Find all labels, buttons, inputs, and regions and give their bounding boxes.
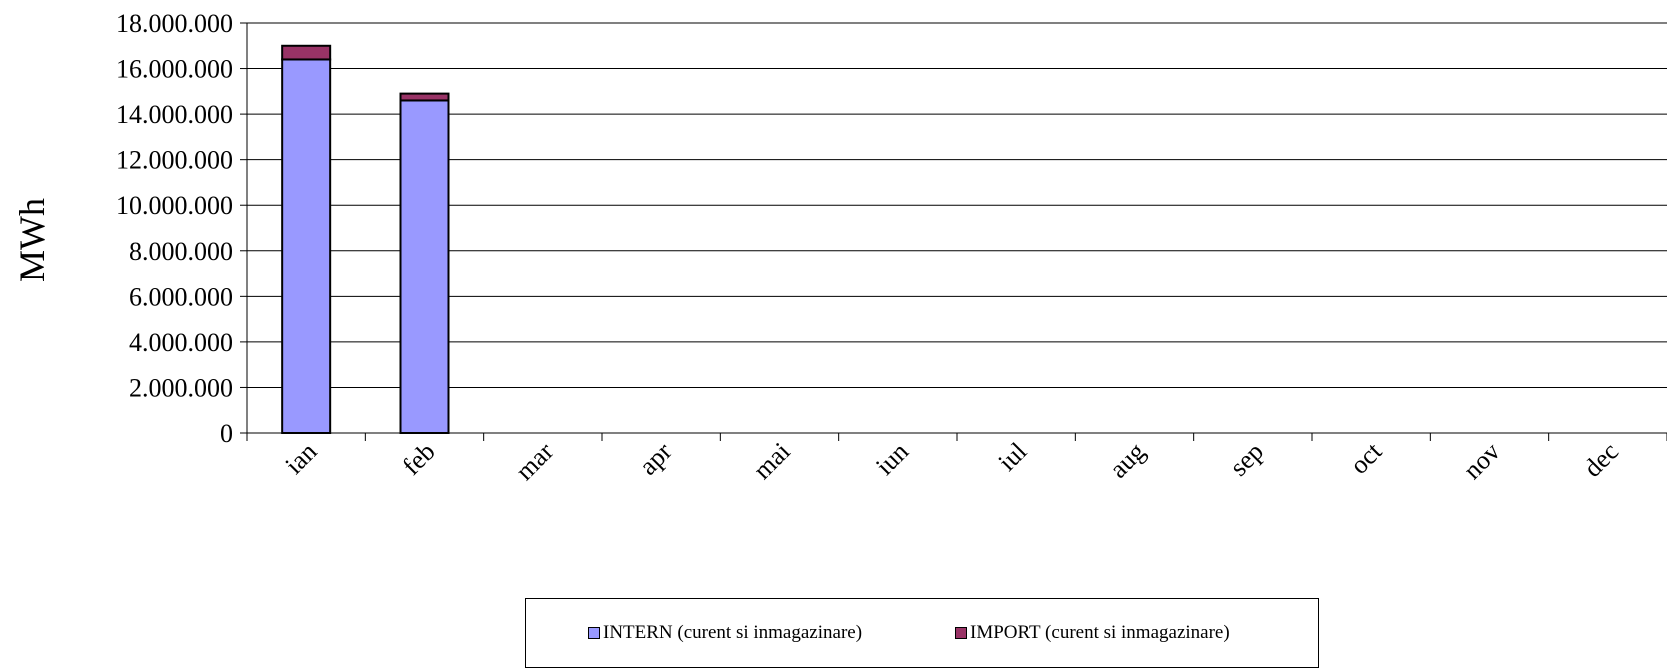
x-tick-label: iun [870,437,914,481]
x-tick-label: dec [1578,437,1624,483]
bar-intern-ian [281,58,332,434]
y-tick-label: 6.000.000 [129,282,233,311]
x-tick-label: ian [279,437,322,480]
x-tick-label: sep [1224,437,1269,482]
legend-label-import: IMPORT (curent si inmagazinare) [970,622,1230,643]
gridlines [247,22,1667,388]
y-axis-label: MWh [12,198,52,282]
y-tick-label: 8.000.000 [129,237,233,266]
legend-item-import: IMPORT (curent si inmagazinare) [955,622,1230,644]
bar-import-ian [281,44,332,61]
y-tick-label: 12.000.000 [116,146,233,175]
x-tick-label: iul [992,437,1032,477]
legend-label-intern: INTERN (curent si inmagazinare) [603,622,863,643]
y-tick-label: 2.000.000 [129,373,233,402]
x-tick-label: aug [1104,437,1151,484]
x-tick-label: mar [510,436,559,485]
legend: INTERN (curent si inmagazinare) IMPORT (… [525,598,1319,668]
x-tick-label: apr [633,436,677,480]
x-tick-label: feb [397,437,441,481]
y-tick-label: 0 [220,419,233,448]
bar-intern-feb [399,99,450,434]
x-tick-label: nov [1458,437,1506,485]
y-tick-label: 16.000.000 [116,55,233,84]
y-tick-label: 4.000.000 [129,328,233,357]
y-tick-label: 10.000.000 [116,191,233,220]
legend-item-intern: INTERN (curent si inmagazinare) [588,622,862,644]
legend-swatch-intern [588,627,600,639]
axes: 0 2.000.000 4.000.000 6.000.000 8.000.000 10.… [116,9,1667,486]
x-tick-label: mai [748,437,796,485]
x-tick-label: oct [1344,436,1388,480]
bar-import-feb [399,92,450,102]
y-tick-label: 14.000.000 [116,100,233,129]
legend-swatch-import [955,627,967,639]
y-tick-label: 18.000.000 [116,9,233,38]
bars [281,44,450,434]
